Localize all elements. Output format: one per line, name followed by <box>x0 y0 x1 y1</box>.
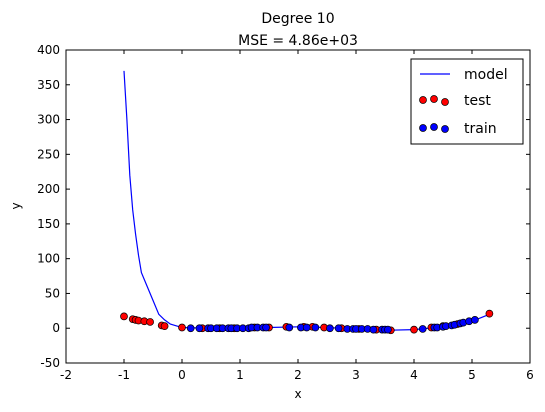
y-tick-label-7: 300 <box>37 113 60 127</box>
y-tick-label-3: 100 <box>37 252 60 266</box>
legend-model-label: model <box>464 67 508 83</box>
x-tick-label-2: 0 <box>178 368 186 382</box>
legend-train-label: train <box>464 121 497 137</box>
series-train-point-18 <box>311 323 320 332</box>
series-train-point-29 <box>384 325 392 334</box>
x-axis: -2 -1 0 1 2 3 4 5 6 <box>60 50 534 382</box>
x-tick-label-0: -2 <box>60 368 72 382</box>
x-tick-label-5: 3 <box>352 368 360 382</box>
y-axis-label: y <box>9 202 23 209</box>
series-test-point-7 <box>160 322 169 330</box>
series-train-point-19 <box>326 324 334 333</box>
series-layer <box>120 70 494 335</box>
series-test-point-26 <box>485 309 494 318</box>
y-tick-label-9: 400 <box>37 43 60 57</box>
series-test-point-8 <box>178 323 186 332</box>
y-tick-label-1: 0 <box>52 321 60 335</box>
x-tick-label-1: -1 <box>118 368 130 382</box>
y-tick-label-0: -50 <box>40 356 60 370</box>
series-test-point-0 <box>120 312 128 321</box>
legend-box <box>410 58 524 145</box>
legend-test-swatch <box>419 95 449 106</box>
legend-train-swatch <box>419 123 449 133</box>
y-tick-label-5: 200 <box>37 182 60 196</box>
series-test-point-5 <box>146 318 154 326</box>
x-tick-label-3: 1 <box>236 368 244 382</box>
chart-subtitle: MSE = 4.86e+03 <box>238 33 358 49</box>
series-train-point-40 <box>471 316 479 324</box>
y-tick-label-4: 150 <box>37 217 60 231</box>
series-train-point-1 <box>195 324 204 333</box>
legend: model test train <box>410 58 524 145</box>
x-tick-label-8: 6 <box>526 368 534 382</box>
series-train-point-15 <box>285 323 294 332</box>
chart-title: Degree 10 <box>261 11 334 27</box>
legend-test-label: test <box>464 93 491 109</box>
series-train-point-30 <box>418 325 427 333</box>
series-train-point-14 <box>262 323 270 332</box>
x-tick-label-7: 5 <box>468 368 476 382</box>
x-tick-label-6: 4 <box>410 368 418 382</box>
series-train-point-17 <box>302 323 311 332</box>
series-train-point-20 <box>334 324 343 333</box>
y-tick-label-2: 50 <box>45 286 60 300</box>
y-axis: -50 0 50 100 150 200 250 300 350 400 <box>37 43 530 370</box>
y-tick-label-8: 350 <box>37 78 60 92</box>
x-tick-label-4: 2 <box>294 368 302 382</box>
x-axis-label: x <box>294 387 301 401</box>
series-train-point-0 <box>186 324 195 333</box>
series-test-point-22 <box>410 325 418 334</box>
series-train-point-26 <box>369 325 378 334</box>
y-tick-label-6: 250 <box>37 147 60 161</box>
